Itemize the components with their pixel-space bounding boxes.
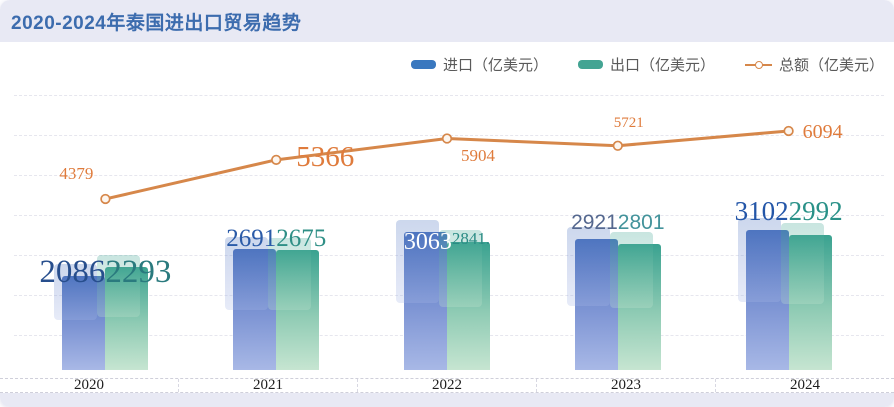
total-line-path (105, 129, 789, 201)
total-value-label-2023: 5721 (613, 115, 644, 131)
export-value-label: 2293 (105, 254, 172, 290)
page-title: 2020-2024年泰国进出口贸易趋势 (11, 12, 302, 34)
import-legend-marker (410, 60, 436, 69)
gridline (14, 215, 884, 216)
line-point-2020[interactable] (100, 193, 111, 205)
x-axis-label-2021: 2021 (178, 377, 357, 393)
x-axis-label-2020: 2020 (74, 377, 104, 393)
x-axis-label-2024: 2024 (715, 377, 894, 393)
total-value-label-2022: 5904 (461, 146, 495, 165)
export-bar-2023[interactable] (609, 232, 661, 370)
legend-item-import[interactable]: 进口（亿美元） (410, 54, 548, 75)
import-value-label: 2691 (226, 225, 277, 252)
value-labels-2024: 3102 2992 (735, 198, 843, 225)
legend-label: 进口（亿美元） (442, 57, 548, 74)
x-axis-label-2022: 2022 (357, 377, 536, 393)
total-value-label-2020: 4379 (59, 164, 94, 183)
total-line-legend-marker (744, 60, 772, 69)
import-value-label: 2921 (571, 211, 618, 234)
gridline (14, 175, 884, 176)
total-value-label-2021: 5366 (296, 141, 355, 173)
line-point-2024[interactable] (783, 125, 794, 137)
export-bar-2024[interactable] (780, 223, 832, 370)
value-labels-2023: 2921 2801 (571, 212, 664, 233)
export-value-label: 2992 (788, 196, 843, 226)
value-labels-2020: 2086 2293 (39, 256, 171, 289)
legend-label: 总额（亿美元） (778, 57, 884, 74)
chart-legend: 进口（亿美元） 出口（亿美元） 总额（亿美元） (410, 54, 884, 75)
import-value-label: 3102 (734, 196, 789, 226)
line-point-2023[interactable] (612, 140, 623, 151)
export-value-label: 2801 (617, 211, 665, 234)
line-point-2021[interactable] (271, 154, 282, 165)
legend-item-export[interactable]: 出口（亿美元） (577, 54, 715, 75)
import-value-label: 3063 (403, 229, 452, 255)
export-bar-2021[interactable] (268, 238, 320, 370)
import-value-label: 2086 (39, 254, 106, 290)
plot-area: 进口（亿美元） 出口（亿美元） 总额（亿美元） 2086 2293 2691 2675… (0, 42, 894, 378)
export-bar-2020[interactable] (97, 255, 149, 370)
export-bar-2022[interactable] (439, 230, 490, 370)
x-axis-band: 2020 2021 2022 2023 2024 (0, 377, 894, 393)
value-labels-2021: 2691 2675 (226, 226, 326, 251)
import-bar-2020[interactable] (54, 264, 106, 370)
footer-strip (0, 393, 894, 407)
title-bar: 2020-2024年泰国进出口贸易趋势 (0, 0, 894, 42)
legend-label: 出口（亿美元） (609, 57, 715, 74)
gridline (14, 135, 884, 136)
export-value-label: 2675 (276, 225, 327, 252)
gridline (14, 95, 884, 96)
value-labels-2022: 3063 2841. (404, 230, 490, 254)
export-legend-marker (577, 60, 603, 69)
legend-item-total[interactable]: 总额（亿美元） (744, 54, 884, 75)
total-value-label-2024: 6094 (802, 121, 843, 143)
export-value-label: 2841. (451, 229, 491, 248)
x-axis-label-2023: 2023 (536, 377, 715, 393)
